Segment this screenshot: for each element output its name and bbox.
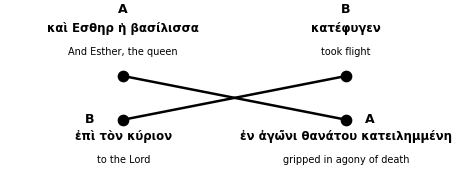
- Text: B: B: [341, 3, 351, 16]
- Text: A: A: [365, 113, 374, 126]
- Text: took flight: took flight: [321, 47, 371, 57]
- Point: [342, 118, 350, 121]
- Text: to the Lord: to the Lord: [97, 155, 150, 165]
- Text: B: B: [85, 113, 95, 126]
- Point: [119, 118, 127, 121]
- Text: κατέφυγεν: κατέφυγεν: [311, 22, 381, 35]
- Text: And Esther, the queen: And Esther, the queen: [68, 47, 178, 57]
- Text: ἐν ἀγω̃νι θανάτου κατειλημμένη: ἐν ἀγω̃νι θανάτου κατειλημμένη: [240, 130, 452, 143]
- Text: A: A: [118, 3, 128, 16]
- Text: gripped in agony of death: gripped in agony of death: [283, 155, 409, 165]
- Point: [342, 74, 350, 78]
- Text: καὶ Εσθηρ ἡ βασίλισσα: καὶ Εσθηρ ἡ βασίλισσα: [47, 22, 199, 35]
- Text: ἐπὶ τὸν κύριον: ἐπὶ τὸν κύριον: [75, 130, 172, 143]
- Point: [119, 74, 127, 78]
